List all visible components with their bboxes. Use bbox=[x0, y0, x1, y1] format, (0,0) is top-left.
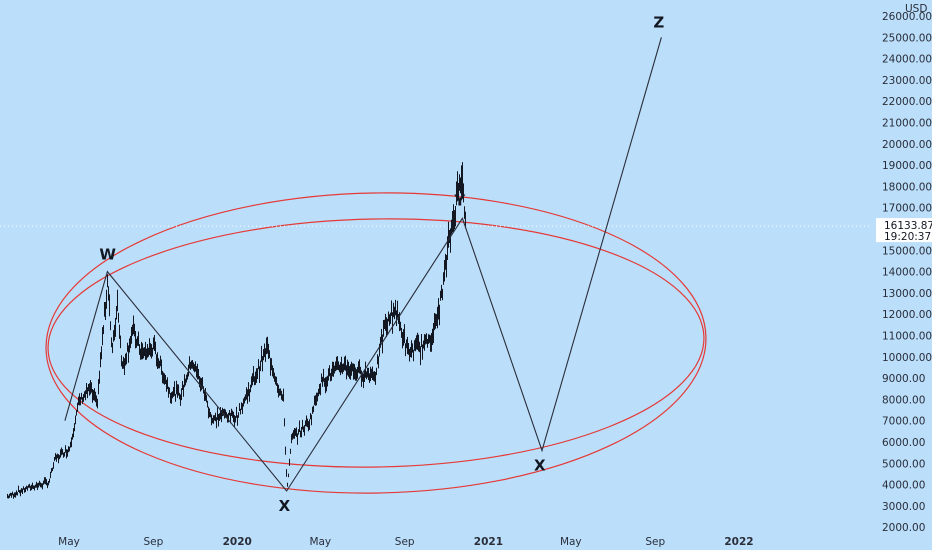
x-tick-label: 2022 bbox=[724, 536, 753, 548]
x-tick-label: May bbox=[58, 536, 80, 548]
y-tick-label: 15000.00 bbox=[882, 245, 932, 257]
y-tick-label: 5000.00 bbox=[882, 458, 925, 470]
ellipse-outer bbox=[45, 192, 707, 494]
y-tick-label: 4000.00 bbox=[882, 480, 925, 492]
y-tick-label: 9000.00 bbox=[882, 373, 925, 385]
x-tick-label: May bbox=[309, 536, 331, 548]
wave-label-x: X bbox=[534, 457, 546, 475]
x-tick-label: Sep bbox=[645, 536, 665, 548]
wave-path: W X Y X Z bbox=[64, 13, 664, 515]
y-tick-label: 20000.00 bbox=[882, 139, 932, 151]
y-tick-label: 11000.00 bbox=[882, 331, 932, 343]
price-series bbox=[7, 162, 466, 499]
y-tick-label: 8000.00 bbox=[882, 394, 925, 406]
y-tick-label: 21000.00 bbox=[882, 118, 932, 130]
x-tick-label: May bbox=[560, 536, 582, 548]
y-tick-label: 6000.00 bbox=[882, 437, 925, 449]
ellipse-channel bbox=[45, 192, 707, 494]
ellipse-inner bbox=[47, 218, 705, 468]
y-tick-label: 13000.00 bbox=[882, 288, 932, 300]
x-tick-label: 2020 bbox=[223, 536, 252, 548]
current-price-countdown: 19:20:37 bbox=[884, 231, 931, 243]
y-tick-label: 22000.00 bbox=[882, 96, 932, 108]
x-tick-label: 2021 bbox=[474, 536, 503, 548]
y-tick-label: 17000.00 bbox=[882, 203, 932, 215]
wave-label-y: Y bbox=[453, 191, 466, 209]
y-tick-label: 19000.00 bbox=[882, 160, 932, 172]
current-price-value: 16133.87 bbox=[884, 220, 932, 232]
y-tick-label: 25000.00 bbox=[882, 32, 932, 44]
y-tick-label: 23000.00 bbox=[882, 75, 932, 87]
y-tick-label: 14000.00 bbox=[882, 267, 932, 279]
current-price-tag: 16133.87 19:20:37 bbox=[876, 218, 932, 243]
y-tick-label: 18000.00 bbox=[882, 181, 932, 193]
y-tick-label: 26000.00 bbox=[882, 11, 932, 23]
y-tick-label: 7000.00 bbox=[882, 416, 925, 428]
y-axis[interactable]: 26000.00 25000.00 24000.00 23000.00 22000.00… bbox=[882, 11, 932, 534]
y-tick-label: 10000.00 bbox=[882, 352, 932, 364]
wave-label-z: Z bbox=[653, 13, 664, 31]
currency-label: USD bbox=[905, 3, 927, 15]
y-tick-label: 2000.00 bbox=[882, 522, 925, 534]
x-tick-label: Sep bbox=[395, 536, 415, 548]
x-tick-label: Sep bbox=[144, 536, 164, 548]
x-axis[interactable]: May Sep 2020 May Sep 2021 May Sep 2022 bbox=[58, 536, 753, 548]
y-tick-label: 12000.00 bbox=[882, 309, 932, 321]
wave-polyline bbox=[64, 37, 662, 492]
wave-label-x: X bbox=[279, 497, 291, 515]
y-tick-label: 3000.00 bbox=[882, 501, 925, 513]
wave-label-w: W bbox=[99, 246, 116, 264]
y-tick-label: 24000.00 bbox=[882, 54, 932, 66]
